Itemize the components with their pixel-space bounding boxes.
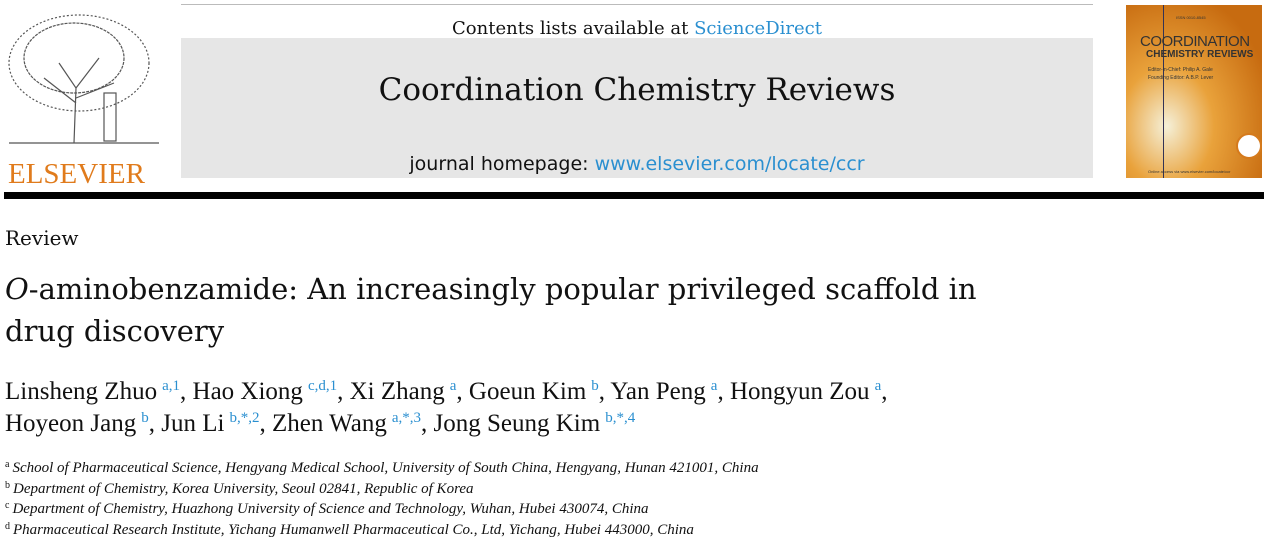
author[interactable]: Hoyeon Jang: [5, 410, 137, 437]
affiliation-list: a School of Pharmaceutical Science, Hengy…: [5, 458, 759, 540]
author-affiliation-marker[interactable]: a: [874, 378, 882, 394]
author[interactable]: Xi Zhang: [349, 378, 445, 405]
cover-badge-icon: [1236, 133, 1262, 159]
affiliation: c Department of Chemistry, Huazhong Unive…: [5, 499, 759, 520]
author[interactable]: Goeun Kim: [468, 378, 587, 405]
journal-title[interactable]: Coordination Chemistry Reviews: [378, 72, 896, 108]
affiliation: b Department of Chemistry, Korea Universi…: [5, 479, 759, 500]
contents-line: Contents lists available at ScienceDirec…: [181, 18, 1093, 39]
author[interactable]: Linsheng Zhuo: [5, 378, 158, 405]
author[interactable]: Yan Peng: [610, 378, 706, 405]
cover-line: [1163, 5, 1164, 178]
elsevier-logo: ELSEVIER: [4, 8, 166, 190]
cover-title: COORDINATION: [1140, 33, 1250, 50]
journal-homepage: journal homepage: www.elsevier.com/locat…: [409, 153, 865, 175]
author-affiliation-marker[interactable]: c,d,1: [307, 378, 338, 394]
author-affiliation-marker[interactable]: b,*,2: [229, 410, 260, 426]
author[interactable]: Jun Li: [161, 410, 225, 437]
elsevier-wordmark: ELSEVIER: [8, 158, 145, 190]
sciencedirect-link[interactable]: ScienceDirect: [694, 18, 822, 39]
author[interactable]: Hongyun Zou: [729, 378, 870, 405]
affiliation-text: Department of Chemistry, Huazhong Univer…: [12, 501, 649, 518]
header-rule: [4, 192, 1264, 199]
article-type: Review: [5, 226, 79, 250]
author-affiliation-marker[interactable]: a: [449, 378, 457, 394]
affiliation-key: c: [5, 500, 10, 512]
cover-founding: Founding Editor: A.B.P. Lever: [1148, 75, 1214, 81]
affiliation: d Pharmaceutical Research Institute, Yich…: [5, 520, 759, 541]
author[interactable]: Hao Xiong: [192, 378, 303, 405]
tree-icon: [8, 14, 159, 144]
journal-cover[interactable]: ISSN 0010-8545 COORDINATION CHEMISTRY RE…: [1126, 5, 1262, 178]
journal-banner: Contents lists available at ScienceDirec…: [181, 18, 1093, 178]
homepage-link[interactable]: www.elsevier.com/locate/ccr: [594, 153, 865, 175]
affiliation-text: Department of Chemistry, Korea Universit…: [13, 480, 474, 497]
author-affiliation-marker[interactable]: a,1: [162, 378, 181, 394]
affiliation-key: b: [5, 479, 10, 491]
affiliation-key: d: [5, 520, 10, 532]
cover-issn: ISSN 0010-8545: [1176, 15, 1206, 20]
top-divider: [181, 4, 1093, 5]
affiliation-text: School of Pharmaceutical Science, Hengya…: [12, 460, 759, 476]
author-affiliation-marker[interactable]: a: [710, 378, 718, 394]
cover-subtitle: CHEMISTRY REVIEWS: [1146, 49, 1254, 60]
author-affiliation-marker[interactable]: b: [141, 410, 149, 426]
cover-online: Online access via www.elsevier.com/locat…: [1148, 169, 1231, 174]
affiliation-key: a: [5, 459, 10, 470]
cover-editor: Editor-in-Chief: Philip A. Gale: [1148, 67, 1213, 73]
author-affiliation-marker[interactable]: b,*,4: [605, 410, 636, 426]
affiliation-text: Pharmaceutical Research Institute, Yicha…: [13, 521, 694, 538]
author-affiliation-marker[interactable]: b: [591, 378, 599, 394]
author[interactable]: Zhen Wang: [271, 410, 387, 437]
article-title: O-aminobenzamide: An increasingly popula…: [5, 272, 977, 348]
affiliation: a School of Pharmaceutical Science, Hengy…: [5, 458, 759, 479]
author-affiliation-marker[interactable]: a,*,3: [391, 410, 422, 426]
author-list: Linsheng Zhuo a,1, Hao Xiong c,d,1, Xi Z…: [5, 378, 888, 437]
author[interactable]: Jong Seung Kim: [433, 410, 601, 437]
